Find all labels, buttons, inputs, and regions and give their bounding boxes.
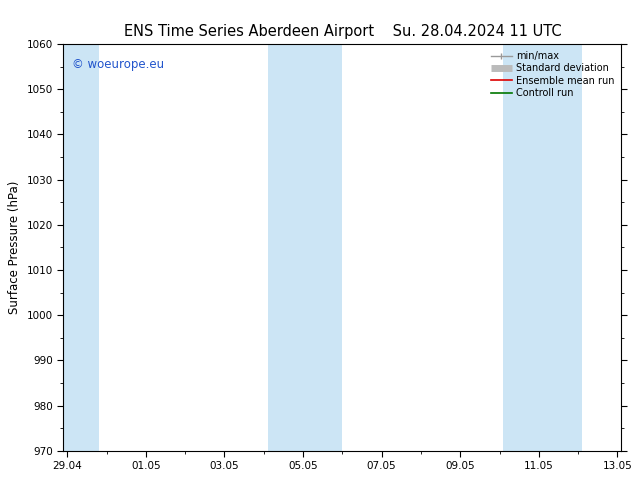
Y-axis label: Surface Pressure (hPa): Surface Pressure (hPa) — [8, 181, 21, 314]
Legend: min/max, Standard deviation, Ensemble mean run, Controll run: min/max, Standard deviation, Ensemble me… — [489, 49, 616, 100]
Title: ENS Time Series Aberdeen Airport    Su. 28.04.2024 11 UTC: ENS Time Series Aberdeen Airport Su. 28.… — [124, 24, 561, 39]
Text: © woeurope.eu: © woeurope.eu — [72, 58, 164, 72]
Bar — [63, 44, 99, 451]
Bar — [503, 44, 582, 451]
Bar — [268, 44, 342, 451]
